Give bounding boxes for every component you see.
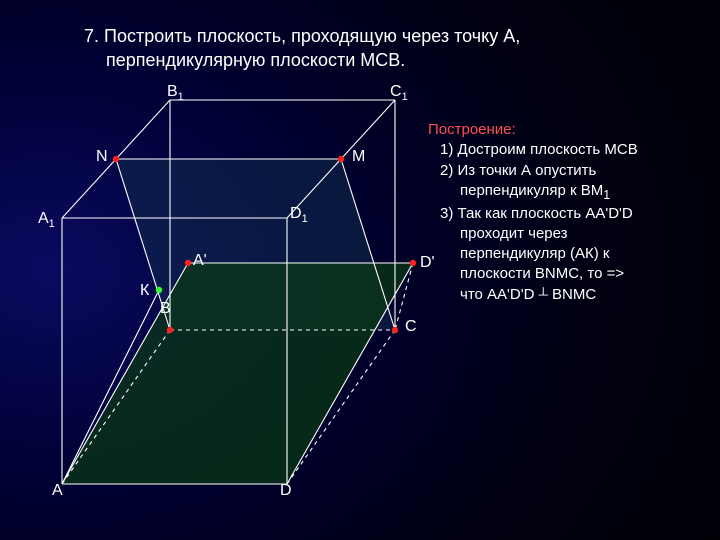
label-Ap: А' bbox=[193, 252, 207, 270]
label-N: N bbox=[96, 148, 108, 166]
label-B1: В1 bbox=[167, 83, 184, 103]
label-K: К bbox=[140, 282, 149, 300]
label-C: С bbox=[405, 318, 417, 336]
label-Dp: D' bbox=[420, 254, 435, 272]
label-A1: А1 bbox=[38, 210, 55, 230]
label-B: В bbox=[160, 300, 171, 318]
label-C1: С1 bbox=[390, 83, 408, 103]
label-D1: D1 bbox=[290, 205, 308, 225]
label-D: D bbox=[280, 482, 292, 500]
label-A: А bbox=[52, 482, 63, 500]
geometry-diagram bbox=[0, 0, 720, 540]
label-M: M bbox=[352, 148, 365, 166]
